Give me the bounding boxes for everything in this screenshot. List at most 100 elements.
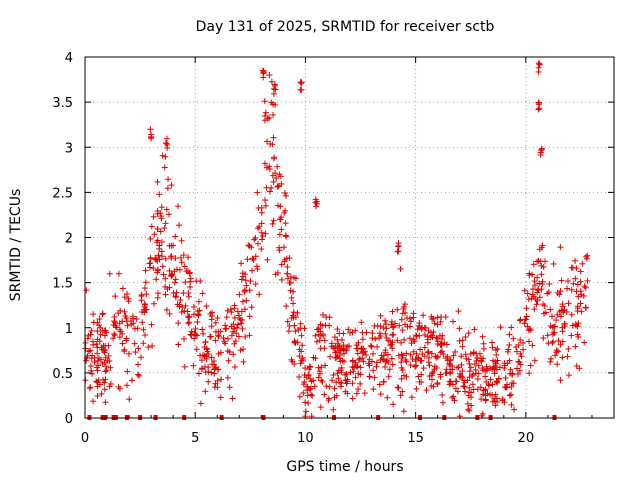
data-point [556,291,563,298]
data-point [154,269,161,276]
data-point [194,319,201,326]
data-point [411,363,418,370]
data-point [112,293,119,300]
data-point [455,364,462,371]
data-point [276,171,283,178]
data-point [510,380,517,387]
data-point [190,362,197,369]
data-point [507,366,514,373]
data-point [349,380,356,387]
data-point [97,324,104,331]
data-point [102,347,109,354]
data-point [459,343,466,350]
data-point [382,349,389,356]
data-point [412,358,419,365]
data-point [160,271,167,278]
data-point [414,326,421,333]
data-point [559,328,566,335]
data-point [199,365,206,372]
data-point [336,379,343,386]
chart-title: Day 131 of 2025, SRMTID for receiver sct… [196,19,495,35]
data-point [464,400,471,407]
data-point [343,370,350,377]
data-point [447,378,454,385]
data-point [371,374,378,381]
data-point [398,316,405,323]
data-point [538,147,545,154]
data-point [269,220,276,227]
data-point [579,260,586,267]
data-point [140,326,147,333]
data-point [202,388,209,395]
y-tick-label: 4 [65,51,73,66]
data-point [463,355,470,362]
data-point [163,140,170,147]
data-point [575,333,582,340]
data-point [337,347,344,354]
data-point [248,304,255,311]
data-point [283,303,290,310]
data-point [255,240,262,247]
data-point [224,307,231,314]
data-point [97,331,104,338]
data-point [238,260,245,267]
data-point [278,214,285,221]
data-point [538,262,545,269]
data-point [431,320,438,327]
data-point [270,155,277,162]
data-point [262,197,269,204]
data-point [296,373,303,380]
data-point [116,385,123,392]
data-point [534,274,541,281]
data-point [110,335,117,342]
data-point [271,170,278,177]
data-point [241,288,248,295]
data-point [535,286,542,293]
data-point [572,257,579,264]
data-point [87,331,94,338]
data-point [428,350,435,357]
data-point [253,263,260,270]
data-point [146,260,153,267]
data-point [407,318,414,325]
data-point [423,387,430,394]
data-point [181,263,188,270]
data-point [292,275,299,282]
data-point [121,346,128,353]
data-point [156,245,163,252]
data-point [411,338,418,345]
data-point [215,366,222,373]
data-point [513,348,520,355]
data-point [269,141,276,148]
data-point [388,341,395,348]
data-point [264,115,271,122]
data-point [242,277,249,284]
data-point [466,368,473,375]
data-point [426,373,433,380]
data-point [164,185,171,192]
y-axis-label: SRMTID / TECUs [8,189,24,302]
data-point [102,363,109,370]
data-point [410,314,417,321]
data-point [87,384,94,391]
data-point [583,253,590,260]
data-point [532,282,539,289]
data-point [99,310,106,317]
data-point [162,255,169,262]
data-point [111,332,118,339]
data-point [187,275,194,282]
data-point [115,310,122,317]
data-point [360,358,367,365]
data-point [466,407,473,414]
data-point [390,401,397,408]
data-point [373,363,380,370]
data-point [572,275,579,282]
data-point [406,335,413,342]
data-point [508,324,515,331]
data-point [536,280,543,287]
data-point [285,328,292,335]
data-point [176,222,183,229]
data-point [499,396,506,403]
data-point [168,271,175,278]
data-point [298,332,305,339]
